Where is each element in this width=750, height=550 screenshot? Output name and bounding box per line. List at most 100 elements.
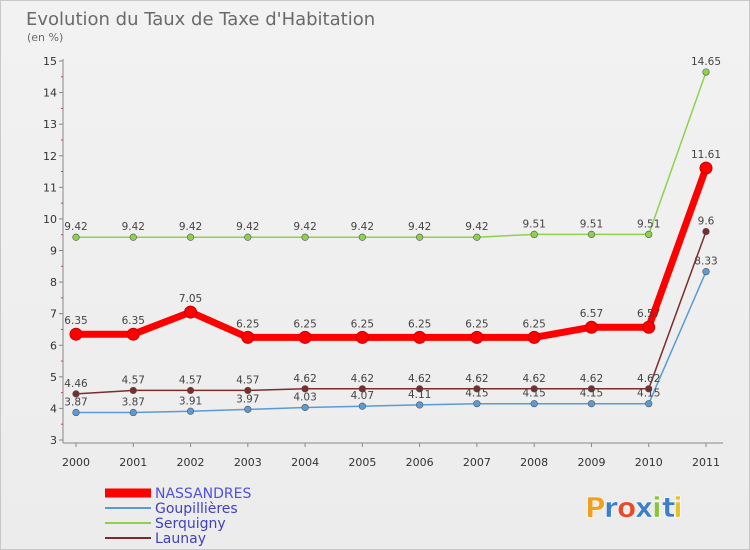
data-label: 4.62 [522,373,545,385]
data-label: 9.42 [293,221,316,233]
y-tick-label: 5 [50,371,57,384]
data-point [699,161,713,175]
data-point [530,400,538,408]
chart-subtitle: (en %) [27,31,63,44]
data-point [473,233,481,241]
data-point [244,386,252,395]
axes: 3 4 5 6 7 8 9 10 11 12 13 14 15 2000 2001 2002 2003 2004 2… [43,55,723,469]
data-point [301,385,309,393]
y-tick-label: 8 [50,276,57,289]
data-label: 3.87 [122,397,145,409]
data-label: 9.51 [522,218,545,230]
series-points [69,68,713,417]
data-point [416,233,424,241]
data-point [186,233,195,241]
data-label: 4.62 [580,373,603,385]
logo-letter: t [662,491,675,524]
data-label: 4.62 [408,373,431,385]
data-label: 4.15 [522,388,545,400]
data-point [69,327,83,341]
data-point [702,68,710,76]
x-tick-label: 2005 [348,456,376,469]
y-tick-label: 6 [50,339,57,352]
y-tick-label: 3 [50,434,57,447]
logo-letter: o [617,491,636,524]
data-point [244,405,252,413]
data-point [355,330,369,344]
x-tick-label: 2011 [692,456,720,469]
series-line-nassandres [72,164,710,341]
data-label: 4.62 [351,373,374,385]
x-tick-label: 2003 [234,456,262,469]
data-point [473,385,481,393]
data-point [470,330,484,344]
data-label: 6.25 [236,318,259,330]
x-tick-label: 2009 [577,456,605,469]
data-label: 11.61 [691,149,721,161]
data-point [645,400,653,408]
series-lines [72,71,710,414]
data-label: 6.57 [580,308,603,320]
data-point [241,330,255,344]
y-tick-label: 4 [50,402,57,415]
data-label: 3.97 [236,393,259,405]
logo-letter: i [652,491,662,524]
data-point [301,403,309,412]
data-point [642,320,656,334]
data-label: 9.42 [236,221,259,233]
data-point [186,407,195,415]
series-line-launay [75,230,707,395]
data-labels: 6.35 6.35 7.05 6.25 6.25 6.25 6.25 6.25 6.25 6.57… [64,56,721,408]
series-line-goupillières [75,270,707,414]
chart-title: Evolution du Taux de Taxe d'Habitation [26,9,375,30]
legend-label: NASSANDRES [155,486,251,502]
y-tick-label: 14 [43,87,57,100]
data-label: 6.25 [522,318,545,330]
data-label: 9.51 [637,218,660,230]
data-label: 4.57 [122,374,145,386]
data-point [126,327,140,341]
y-tick-label: 15 [43,55,57,68]
y-tick-label: 7 [50,308,57,321]
data-label: 9.42 [465,221,488,233]
data-point [584,320,598,334]
data-point [416,385,424,393]
data-point [358,385,366,393]
data-point [244,233,252,241]
y-tick-label: 11 [43,181,57,194]
y-tick-label: 12 [43,150,57,163]
data-point [527,330,541,344]
data-point [645,230,653,238]
legend-label: Goupillières [155,501,238,517]
data-label: 4.46 [64,378,88,390]
data-point [72,233,80,241]
legend-label: Launay [155,531,206,547]
data-point [587,400,596,408]
data-label: 3.87 [64,397,87,409]
data-label: 8.33 [694,256,717,268]
data-point [530,385,538,393]
y-tick-label: 13 [43,118,57,131]
data-label: 6.25 [351,318,374,330]
logo-letter: r [604,491,618,524]
data-point [702,227,710,236]
data-label: 9.6 [698,216,715,228]
x-tick-label: 2002 [177,456,205,469]
data-label: 4.15 [637,388,660,400]
data-label: 6.57 [637,308,660,320]
data-point [645,385,653,393]
data-label: 6.35 [122,315,145,327]
data-label: 4.62 [293,373,316,385]
x-tick-label: 2008 [520,456,548,469]
data-point [416,401,424,409]
x-tick-label: 2000 [62,456,90,469]
data-label: 14.65 [691,56,721,68]
data-label: 9.42 [408,221,431,233]
data-point [587,230,596,238]
data-label: 9.51 [580,218,603,230]
data-label: 6.25 [408,318,431,330]
data-point [129,233,137,241]
x-tick-label: 2004 [291,456,319,469]
data-label: 6.25 [293,318,316,330]
